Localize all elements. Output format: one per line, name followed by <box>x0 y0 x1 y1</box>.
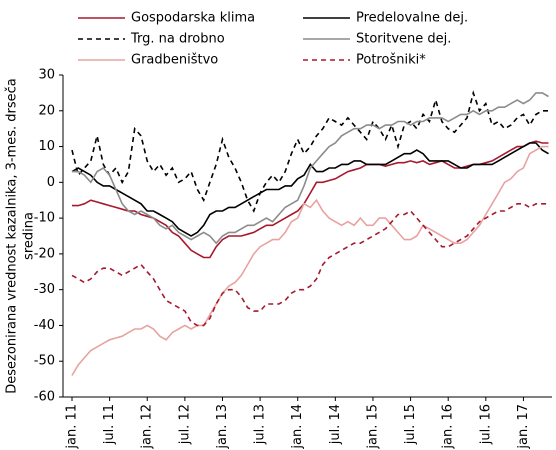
y-tick-label: 10 <box>38 139 55 154</box>
x-tick-label: jan. 17 <box>516 404 531 450</box>
x-tick-label: jan. 16 <box>441 404 456 450</box>
y-tick-label: 0 <box>47 175 55 190</box>
y-tick-label: -10 <box>34 211 55 226</box>
y-tick-label: -60 <box>34 390 55 405</box>
x-tick-label: jan. 13 <box>215 404 230 450</box>
series-line <box>72 92 549 245</box>
x-tick-label: jan. 15 <box>365 404 380 450</box>
series-line <box>71 203 549 327</box>
x-tick-label: jul. 16 <box>478 404 493 445</box>
legend-label: Potrošniki* <box>356 53 426 68</box>
x-tick-label: jul. 15 <box>403 404 418 445</box>
x-tick-label: jan. 14 <box>290 404 305 450</box>
series-line <box>72 140 549 259</box>
y-tick-label: -30 <box>34 282 55 297</box>
y-tick-label: -40 <box>34 318 55 333</box>
y-tick-label: 30 <box>38 68 55 83</box>
legend-label: Storitvene dej. <box>356 32 451 47</box>
legend-label: Gospodarska klima <box>131 11 255 26</box>
legend-label: Trg. na drobno <box>130 32 225 47</box>
x-tick-label: jan. 11 <box>65 404 80 450</box>
series-line <box>71 90 549 213</box>
legend-label: Predelovalne dej. <box>356 11 468 26</box>
series-line <box>71 142 549 237</box>
x-tick-label: jul. 14 <box>328 404 343 445</box>
y-tick-label: 20 <box>38 103 55 118</box>
y-axis-label: sredina <box>22 212 37 260</box>
y-tick-label: -50 <box>34 354 55 369</box>
y-axis-label: Desezonirana vrednost kazalnika, 3-mes. … <box>5 78 20 393</box>
x-tick-label: jul. 11 <box>102 404 117 445</box>
legend-label: Gradbeništvo <box>131 53 218 68</box>
x-tick-label: jul. 13 <box>253 404 268 445</box>
y-tick-label: -20 <box>34 246 55 261</box>
series-line <box>71 145 549 376</box>
x-tick-label: jan. 12 <box>140 404 155 450</box>
x-tick-label: jul. 12 <box>177 404 192 445</box>
